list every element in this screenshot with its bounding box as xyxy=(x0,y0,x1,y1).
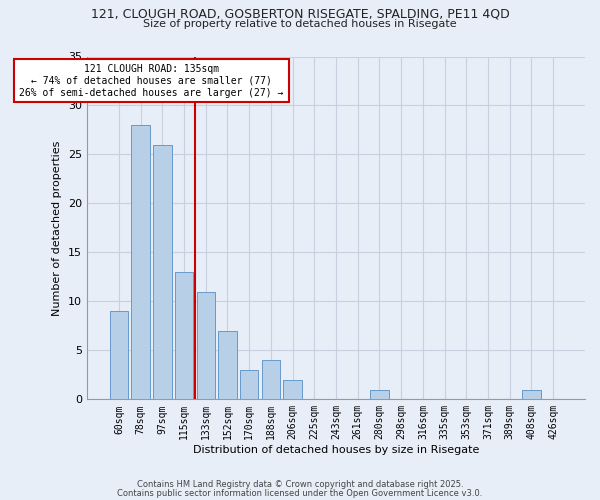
Text: Contains public sector information licensed under the Open Government Licence v3: Contains public sector information licen… xyxy=(118,488,482,498)
Text: Contains HM Land Registry data © Crown copyright and database right 2025.: Contains HM Land Registry data © Crown c… xyxy=(137,480,463,489)
Text: 121, CLOUGH ROAD, GOSBERTON RISEGATE, SPALDING, PE11 4QD: 121, CLOUGH ROAD, GOSBERTON RISEGATE, SP… xyxy=(91,8,509,20)
Bar xyxy=(370,390,389,400)
Bar xyxy=(283,380,302,400)
Bar xyxy=(131,125,150,400)
Bar xyxy=(153,144,172,400)
Bar xyxy=(262,360,280,400)
Text: 121 CLOUGH ROAD: 135sqm
← 74% of detached houses are smaller (77)
26% of semi-de: 121 CLOUGH ROAD: 135sqm ← 74% of detache… xyxy=(19,64,284,98)
Bar xyxy=(110,311,128,400)
Text: Size of property relative to detached houses in Risegate: Size of property relative to detached ho… xyxy=(143,19,457,29)
X-axis label: Distribution of detached houses by size in Risegate: Distribution of detached houses by size … xyxy=(193,445,479,455)
Bar xyxy=(197,292,215,400)
Y-axis label: Number of detached properties: Number of detached properties xyxy=(52,140,62,316)
Bar xyxy=(522,390,541,400)
Bar xyxy=(218,331,236,400)
Bar xyxy=(240,370,259,400)
Bar xyxy=(175,272,193,400)
